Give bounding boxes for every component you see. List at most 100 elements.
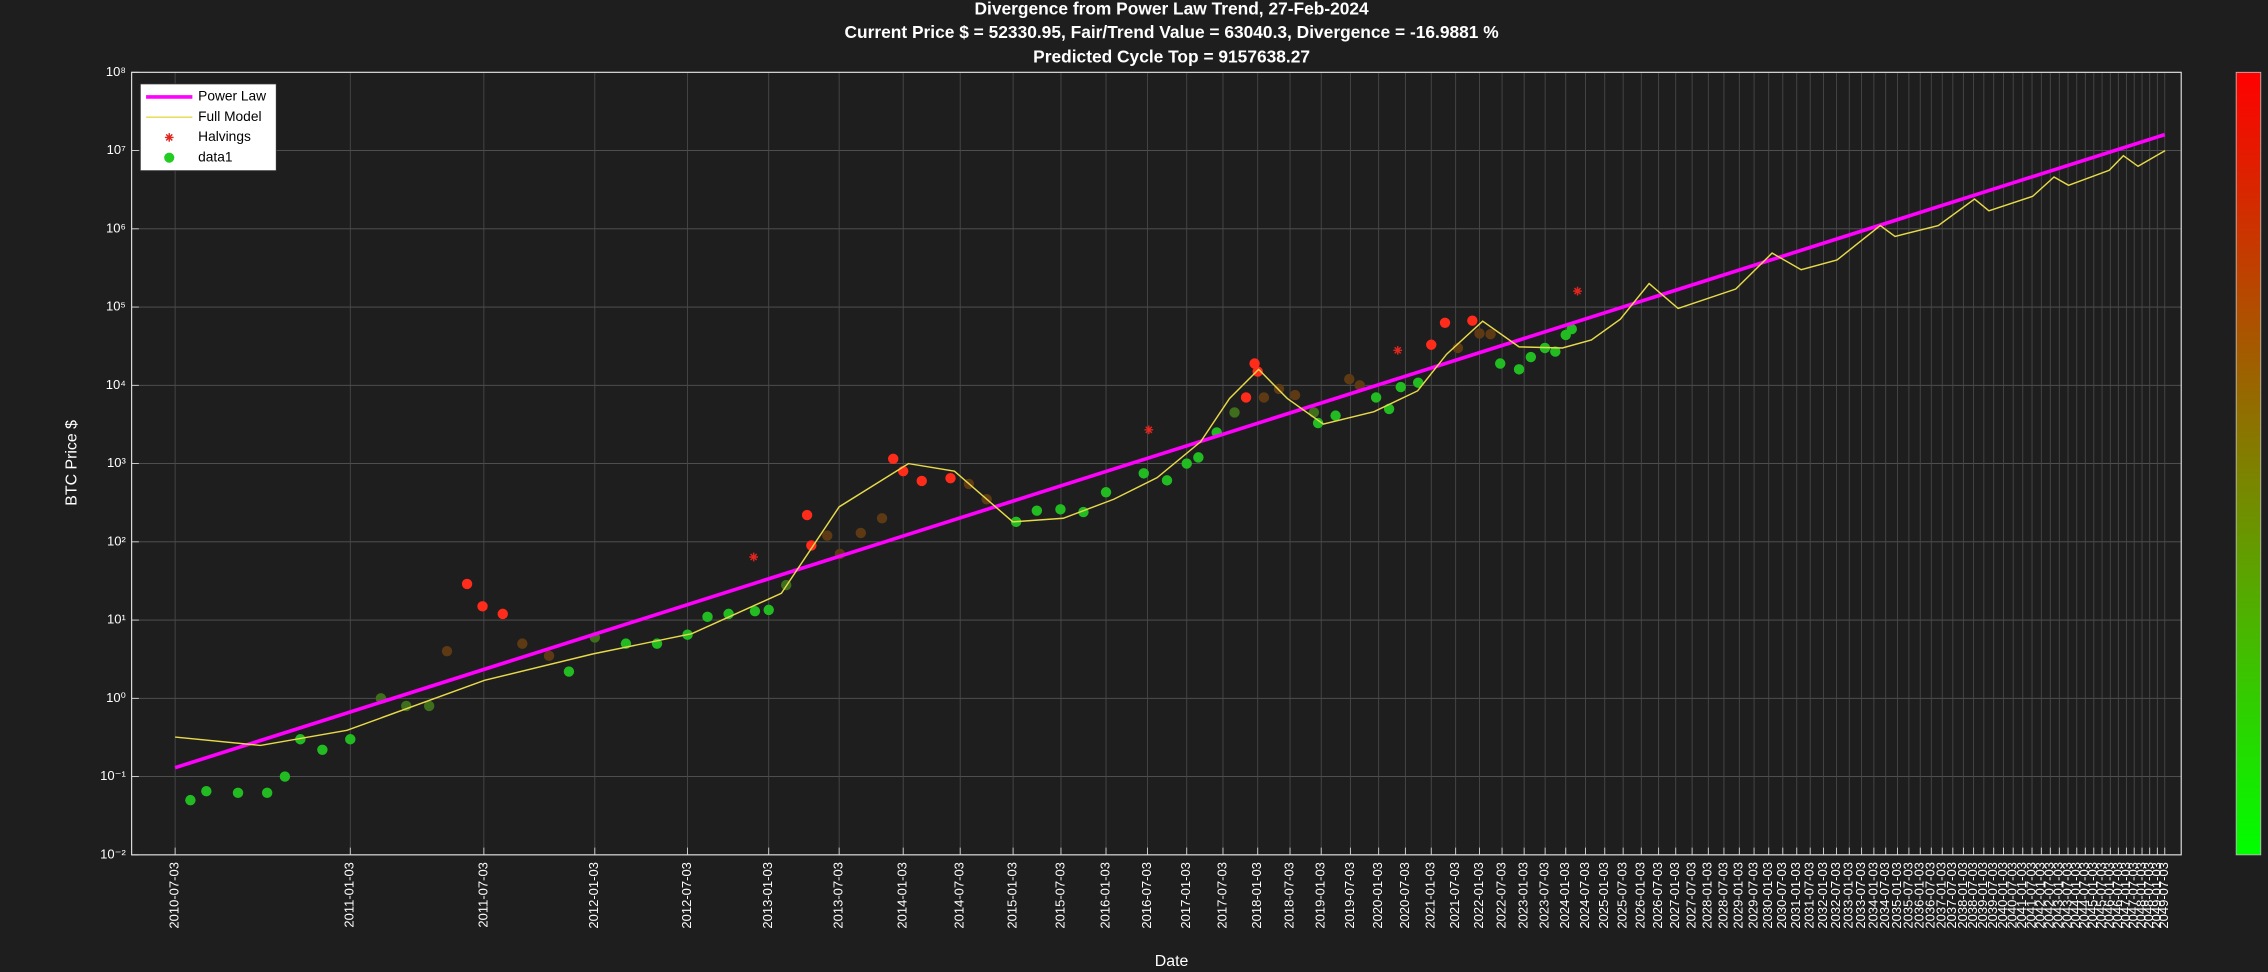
price-point	[497, 608, 508, 620]
x-tick-label: 2013-01-03	[760, 862, 775, 928]
x-tick-label: 2034-07-03	[1877, 862, 1892, 929]
price-point	[763, 604, 774, 616]
x-tick-label: 2020-01-03	[1370, 862, 1385, 928]
x-tick-label: 2019-07-03	[1342, 862, 1357, 929]
x-tick-label: 2025-01-03	[1596, 862, 1611, 929]
chart-subtitle: Predicted Cycle Top = 9157638.27	[1033, 46, 1310, 66]
x-tick-label: 2036-07-03	[1923, 862, 1938, 929]
x-tick-label: 2018-01-03	[1249, 862, 1264, 928]
halving-marker	[1573, 286, 1582, 296]
price-point	[1550, 346, 1561, 357]
price-point	[1100, 487, 1112, 498]
y-tick-label: 10⁰	[106, 690, 126, 705]
x-tick-label: 2032-07-03	[1828, 862, 1843, 929]
x-tick-label: 2046-07-03	[2110, 862, 2125, 929]
x-tick-label: 2016-07-03	[1139, 862, 1154, 929]
x-tick-label: 2049-07-03	[2156, 862, 2171, 929]
x-tick-label: 2022-01-03	[1471, 862, 1486, 928]
x-tick-label: 2038-01-03	[1955, 862, 1970, 929]
x-tick-label: 2032-01-03	[1815, 862, 1830, 929]
x-tick-label: 2028-07-03	[1715, 862, 1730, 929]
x-tick-label: 2018-07-03	[1281, 862, 1296, 928]
price-point	[1495, 358, 1506, 369]
price-point	[1485, 329, 1496, 340]
price-point	[1240, 392, 1252, 403]
x-tick-label: 2043-07-03	[2059, 862, 2074, 929]
marks	[174, 132, 2166, 806]
x-tick-label: 2030-07-03	[1774, 862, 1789, 929]
x-tick-label: 2026-07-03	[1650, 862, 1665, 929]
x-tick-label: 2029-01-03	[1731, 862, 1746, 929]
price-point	[461, 578, 473, 590]
ticks: 10⁻² 10⁻¹ 10⁰ 10¹ 10² 10³ 10⁴ 10⁵ 10⁶ 10⁷ 10⁸ 2010-…	[100, 64, 2171, 929]
price-point	[185, 794, 196, 806]
x-tick-label: 2012-07-03	[679, 862, 694, 929]
price-point	[279, 771, 291, 782]
x-tick-label: 2016-01-03	[1097, 862, 1112, 928]
x-tick-label: 2013-07-03	[831, 862, 846, 928]
price-point	[1031, 505, 1043, 516]
price-point	[1252, 366, 1263, 377]
x-tick-label: 2036-01-03	[1912, 862, 1927, 929]
chart-subtitle: Current Price $ = 52330.95, Fair/Trend V…	[845, 22, 1499, 42]
x-tick-label: 2048-07-03	[2141, 862, 2156, 929]
price-point	[1412, 377, 1424, 388]
x-tick-label: 2025-07-03	[1615, 862, 1630, 929]
price-point	[1181, 458, 1192, 469]
price-point	[441, 646, 453, 657]
price-point	[1229, 407, 1240, 418]
halving-marker	[1144, 425, 1154, 435]
price-point	[517, 638, 528, 649]
price-point	[1395, 381, 1406, 393]
x-tick-label: 2014-07-03	[952, 862, 967, 928]
x-tick-label: 2045-07-03	[2093, 862, 2108, 929]
chart-title: Divergence from Power Law Trend, 27-Feb-…	[974, 0, 1369, 19]
x-tick-label: 2021-07-03	[1447, 862, 1462, 929]
x-tick-label: 2046-01-03	[2102, 862, 2117, 929]
price-point	[423, 700, 435, 712]
x-tick-label: 2044-07-03	[2077, 862, 2092, 929]
price-point	[317, 744, 328, 755]
price-point	[1273, 383, 1285, 395]
legend-swatch	[164, 133, 174, 142]
x-tick-label: 2030-01-03	[1760, 862, 1775, 929]
price-point	[888, 453, 899, 465]
y-tick-label: 10⁻²	[100, 846, 126, 861]
y-tick-label: 10⁷	[107, 142, 126, 157]
price-point	[345, 734, 356, 745]
y-axis-label: BTC Price $	[64, 420, 81, 506]
price-point	[1249, 358, 1260, 369]
x-tick-label: 2022-07-03	[1493, 862, 1508, 929]
grid	[131, 71, 2182, 856]
x-tick-label: 2011-07-03	[475, 862, 490, 928]
price-point	[1354, 380, 1365, 391]
price-point	[1308, 407, 1320, 418]
x-tick-label: 2043-01-03	[2051, 862, 2066, 929]
x-tick-label: 2041-07-03	[2023, 862, 2038, 929]
x-tick-label: 2047-01-03	[2118, 862, 2133, 929]
x-tick-label: 2015-07-03	[1052, 862, 1067, 929]
x-tick-label: 2021-01-03	[1423, 862, 1438, 929]
x-tick-label: 2037-07-03	[1944, 862, 1959, 929]
y-tick-label: 10⁶	[106, 220, 126, 235]
price-point	[563, 666, 575, 677]
price-point	[702, 611, 713, 623]
x-tick-label: 2037-01-03	[1934, 862, 1949, 929]
price-point	[1289, 389, 1301, 401]
price-point	[1566, 323, 1577, 335]
price-point	[1474, 328, 1485, 339]
price-point	[1525, 351, 1537, 363]
x-tick-label: 2024-01-03	[1557, 862, 1572, 929]
y-tick-label: 10⁸	[106, 64, 126, 79]
x-tick-label: 2010-07-03	[167, 862, 182, 929]
price-point	[1370, 392, 1382, 403]
price-point	[945, 473, 956, 484]
price-point	[1312, 417, 1324, 429]
price-point	[201, 786, 212, 797]
y-tick-label: 10³	[107, 455, 126, 470]
price-point	[876, 513, 888, 524]
x-tick-label: 2017-01-03	[1178, 862, 1193, 928]
price-point	[822, 530, 833, 541]
legend: Power Law Full Model Halvings data1	[139, 83, 277, 172]
